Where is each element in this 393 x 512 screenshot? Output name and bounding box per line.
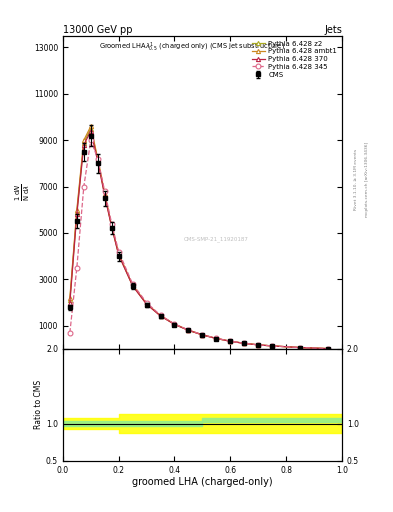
Pythia 6.428 ambt1 xyxy=(242,340,247,347)
Pythia 6.428 ambt1 xyxy=(270,343,275,349)
Pythia 6.428 370 xyxy=(102,193,107,199)
Pythia 6.428 ambt1 xyxy=(172,321,177,327)
Pythia 6.428 z2 xyxy=(186,327,191,333)
Pythia 6.428 345 xyxy=(109,221,114,227)
Pythia 6.428 345 xyxy=(256,342,261,348)
Pythia 6.428 345 xyxy=(102,188,107,195)
Pythia 6.428 345 xyxy=(88,137,93,143)
Line: Pythia 6.428 ambt1: Pythia 6.428 ambt1 xyxy=(68,124,330,351)
Pythia 6.428 ambt1 xyxy=(256,342,261,348)
Pythia 6.428 z2 xyxy=(158,313,163,319)
Pythia 6.428 370 xyxy=(68,300,72,306)
Pythia 6.428 ambt1 xyxy=(68,295,72,301)
Pythia 6.428 ambt1 xyxy=(214,335,219,342)
Pythia 6.428 z2 xyxy=(242,340,247,347)
Text: Groomed LHA$\lambda^{1}_{0.5}$ (charged only) (CMS jet substructure): Groomed LHA$\lambda^{1}_{0.5}$ (charged … xyxy=(99,40,285,54)
Pythia 6.428 ambt1 xyxy=(109,223,114,229)
Pythia 6.428 345 xyxy=(270,343,275,349)
Pythia 6.428 z2 xyxy=(102,191,107,198)
Pythia 6.428 345 xyxy=(242,340,247,346)
Pythia 6.428 345 xyxy=(130,281,135,287)
Pythia 6.428 345 xyxy=(200,332,205,338)
Text: Rivet 3.1.10, ≥ 3.1M events: Rivet 3.1.10, ≥ 3.1M events xyxy=(354,148,358,210)
Pythia 6.428 ambt1 xyxy=(326,346,331,352)
Pythia 6.428 ambt1 xyxy=(88,123,93,130)
Pythia 6.428 370 xyxy=(172,322,177,328)
Pythia 6.428 ambt1 xyxy=(95,156,100,162)
Line: Pythia 6.428 z2: Pythia 6.428 z2 xyxy=(68,126,330,351)
Pythia 6.428 z2 xyxy=(214,335,219,342)
Pythia 6.428 ambt1 xyxy=(144,301,149,307)
Pythia 6.428 z2 xyxy=(270,343,275,349)
Pythia 6.428 345 xyxy=(81,183,86,189)
Pythia 6.428 z2 xyxy=(172,321,177,327)
Pythia 6.428 z2 xyxy=(326,346,331,352)
Pythia 6.428 370 xyxy=(214,335,219,342)
Pythia 6.428 z2 xyxy=(116,251,121,258)
Pythia 6.428 ambt1 xyxy=(298,345,303,351)
Pythia 6.428 345 xyxy=(186,327,191,333)
Text: mcplots.cern.ch [arXiv:1306.3436]: mcplots.cern.ch [arXiv:1306.3436] xyxy=(365,142,369,217)
Pythia 6.428 z2 xyxy=(81,139,86,145)
Pythia 6.428 z2 xyxy=(200,332,205,338)
X-axis label: groomed LHA (charged-only): groomed LHA (charged-only) xyxy=(132,477,273,487)
Pythia 6.428 370 xyxy=(88,128,93,134)
Pythia 6.428 z2 xyxy=(144,301,149,307)
Pythia 6.428 z2 xyxy=(130,283,135,289)
Pythia 6.428 345 xyxy=(158,312,163,318)
Text: 13000 GeV pp: 13000 GeV pp xyxy=(63,25,132,35)
Legend: Pythia 6.428 z2, Pythia 6.428 ambt1, Pythia 6.428 370, Pythia 6.428 345, CMS: Pythia 6.428 z2, Pythia 6.428 ambt1, Pyt… xyxy=(250,39,338,79)
Pythia 6.428 345 xyxy=(95,156,100,162)
Pythia 6.428 z2 xyxy=(109,224,114,230)
Pythia 6.428 z2 xyxy=(88,125,93,132)
Pythia 6.428 370 xyxy=(116,252,121,258)
Pythia 6.428 370 xyxy=(298,345,303,351)
Pythia 6.428 370 xyxy=(186,327,191,333)
Pythia 6.428 z2 xyxy=(228,338,233,344)
Pythia 6.428 345 xyxy=(144,300,149,306)
Pythia 6.428 370 xyxy=(228,338,233,345)
Pythia 6.428 370 xyxy=(144,301,149,307)
Pythia 6.428 345 xyxy=(172,321,177,327)
Pythia 6.428 345 xyxy=(68,330,72,336)
Pythia 6.428 ambt1 xyxy=(81,137,86,143)
Pythia 6.428 370 xyxy=(242,340,247,347)
Pythia 6.428 ambt1 xyxy=(228,338,233,344)
Pythia 6.428 ambt1 xyxy=(158,312,163,318)
Pythia 6.428 ambt1 xyxy=(200,332,205,338)
Pythia 6.428 ambt1 xyxy=(186,327,191,333)
Pythia 6.428 z2 xyxy=(298,345,303,351)
Pythia 6.428 370 xyxy=(158,313,163,319)
Pythia 6.428 370 xyxy=(256,342,261,348)
Pythia 6.428 345 xyxy=(75,265,79,271)
Pythia 6.428 370 xyxy=(326,346,331,352)
Pythia 6.428 370 xyxy=(200,332,205,338)
Pythia 6.428 ambt1 xyxy=(116,251,121,257)
Pythia 6.428 z2 xyxy=(68,297,72,303)
Pythia 6.428 345 xyxy=(116,248,121,254)
Pythia 6.428 345 xyxy=(214,335,219,342)
Pythia 6.428 370 xyxy=(95,158,100,164)
Pythia 6.428 ambt1 xyxy=(102,190,107,197)
Text: Jets: Jets xyxy=(324,25,342,35)
Pythia 6.428 370 xyxy=(109,224,114,230)
Line: Pythia 6.428 345: Pythia 6.428 345 xyxy=(68,138,331,351)
Pythia 6.428 345 xyxy=(298,345,303,351)
Y-axis label: $\frac{1}{\mathrm{N}}\frac{\mathrm{d}N}{\mathrm{d}\lambda}$: $\frac{1}{\mathrm{N}}\frac{\mathrm{d}N}{… xyxy=(14,183,32,201)
Pythia 6.428 370 xyxy=(75,211,79,218)
Pythia 6.428 z2 xyxy=(75,209,79,215)
Y-axis label: Ratio to CMS: Ratio to CMS xyxy=(34,380,43,430)
Pythia 6.428 z2 xyxy=(256,342,261,348)
Line: Pythia 6.428 370: Pythia 6.428 370 xyxy=(68,129,330,351)
Pythia 6.428 370 xyxy=(130,283,135,289)
Pythia 6.428 z2 xyxy=(95,157,100,163)
Text: CMS-SMP-21_11920187: CMS-SMP-21_11920187 xyxy=(184,237,249,242)
Pythia 6.428 370 xyxy=(270,343,275,349)
Pythia 6.428 345 xyxy=(326,346,331,352)
Pythia 6.428 ambt1 xyxy=(75,207,79,213)
Pythia 6.428 345 xyxy=(228,338,233,344)
Pythia 6.428 370 xyxy=(81,142,86,148)
Pythia 6.428 ambt1 xyxy=(130,282,135,288)
